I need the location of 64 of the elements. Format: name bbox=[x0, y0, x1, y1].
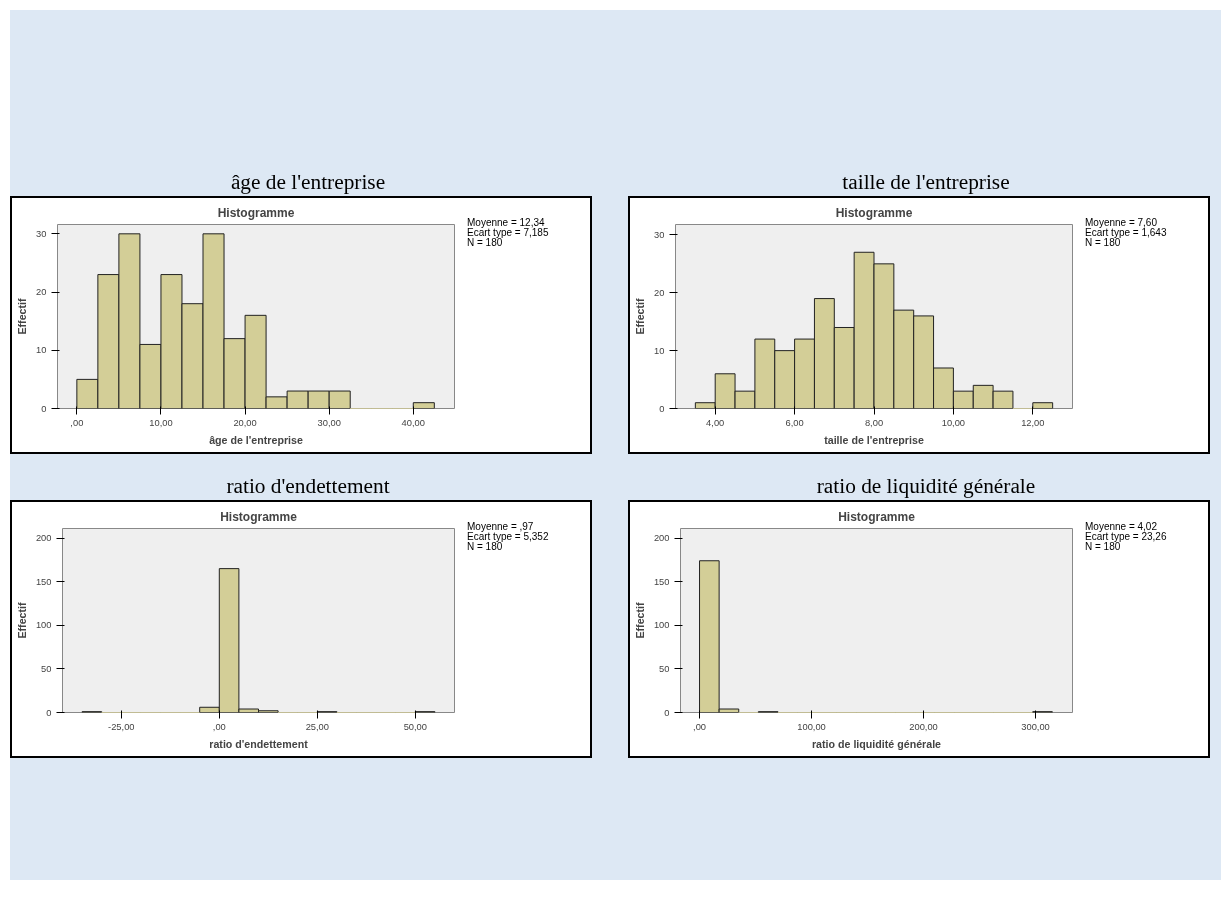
text: N = 180 bbox=[1085, 237, 1121, 248]
x-tick-label: -25,00 bbox=[108, 721, 135, 732]
y-axis-title: Effectif bbox=[634, 297, 647, 335]
y-tick-label: 50 bbox=[659, 663, 670, 674]
chart-subtitle: Histogramme bbox=[217, 205, 295, 220]
y-tick-label: 20 bbox=[36, 287, 47, 298]
text: Moyenne = 4,02 bbox=[1085, 521, 1157, 532]
text: N = 180 bbox=[467, 237, 503, 248]
x-tick-label: 40,00 bbox=[401, 417, 425, 428]
y-tick-label: 10 bbox=[36, 345, 47, 356]
chart-title: ratio de liquidité générale bbox=[816, 473, 1036, 500]
x-tick-label: ,00 bbox=[212, 721, 226, 732]
y-tick-label: 30 bbox=[36, 228, 47, 239]
y-tick-label: 0 bbox=[41, 403, 47, 414]
y-tick-label: 30 bbox=[654, 229, 665, 240]
x-tick-label: 200,00 bbox=[909, 721, 938, 732]
text: Moyenne = ,97 bbox=[467, 521, 534, 532]
x-axis-title: âge de l'entreprise bbox=[209, 433, 303, 446]
y-tick-label: 0 bbox=[664, 707, 670, 718]
y-tick-label: 100 bbox=[653, 620, 670, 631]
x-axis-title: taille de l'entreprise bbox=[824, 433, 924, 446]
y-tick-label: 10 bbox=[654, 345, 665, 356]
x-tick-label: 25,00 bbox=[305, 721, 329, 732]
y-axis-title: Effectif bbox=[633, 601, 646, 639]
x-tick-label: 12,00 bbox=[1021, 417, 1045, 428]
x-tick-label: 100,00 bbox=[797, 721, 826, 732]
chart-subtitle: Histogramme bbox=[835, 205, 913, 220]
x-tick-label: 50,00 bbox=[403, 721, 427, 732]
chart-subtitle: Histogramme bbox=[838, 509, 916, 524]
x-tick-label: 8,00 bbox=[864, 417, 884, 428]
x-tick-label: 300,00 bbox=[1021, 721, 1050, 732]
x-tick-label: 20,00 bbox=[233, 417, 257, 428]
text: N = 180 bbox=[1085, 541, 1121, 552]
chart-subtitle: Histogramme bbox=[220, 509, 298, 524]
chart-title: ratio d'endettement bbox=[226, 473, 390, 500]
chart-title: âge de l'entreprise bbox=[230, 169, 386, 196]
text: N = 180 bbox=[467, 541, 503, 552]
text: Moyenne = 7,60 bbox=[1085, 217, 1157, 228]
y-tick-label: 150 bbox=[653, 576, 670, 587]
x-tick-label: ,00 bbox=[70, 417, 84, 428]
chart-title: taille de l'entreprise bbox=[842, 169, 1010, 196]
y-tick-label: 150 bbox=[35, 576, 52, 587]
y-tick-label: 0 bbox=[659, 403, 665, 414]
y-tick-label: 50 bbox=[41, 663, 52, 674]
text: Ecart type = 1,643 bbox=[1085, 227, 1167, 238]
x-tick-label: ,00 bbox=[693, 721, 707, 732]
x-axis-title: ratio d'endettement bbox=[209, 737, 309, 750]
text: Moyenne = 12,34 bbox=[467, 217, 545, 228]
y-axis-title: Effectif bbox=[15, 601, 28, 639]
y-tick-label: 200 bbox=[653, 533, 670, 544]
y-tick-label: 100 bbox=[35, 620, 52, 631]
x-tick-label: 6,00 bbox=[785, 417, 804, 428]
text: Ecart type = 7,185 bbox=[467, 227, 549, 238]
text: Ecart type = 5,352 bbox=[467, 531, 549, 542]
y-axis-title: Effectif bbox=[16, 297, 29, 335]
x-tick-label: 10,00 bbox=[941, 417, 966, 428]
y-tick-label: 0 bbox=[46, 707, 52, 718]
y-tick-label: 200 bbox=[35, 533, 52, 544]
x-axis-title: ratio de liquidité générale bbox=[811, 737, 942, 750]
x-tick-label: 4,00 bbox=[706, 417, 725, 428]
x-tick-label: 10,00 bbox=[149, 417, 173, 428]
text: Ecart type = 23,26 bbox=[1085, 531, 1167, 542]
x-tick-label: 30,00 bbox=[317, 417, 341, 428]
y-tick-label: 20 bbox=[654, 287, 665, 298]
